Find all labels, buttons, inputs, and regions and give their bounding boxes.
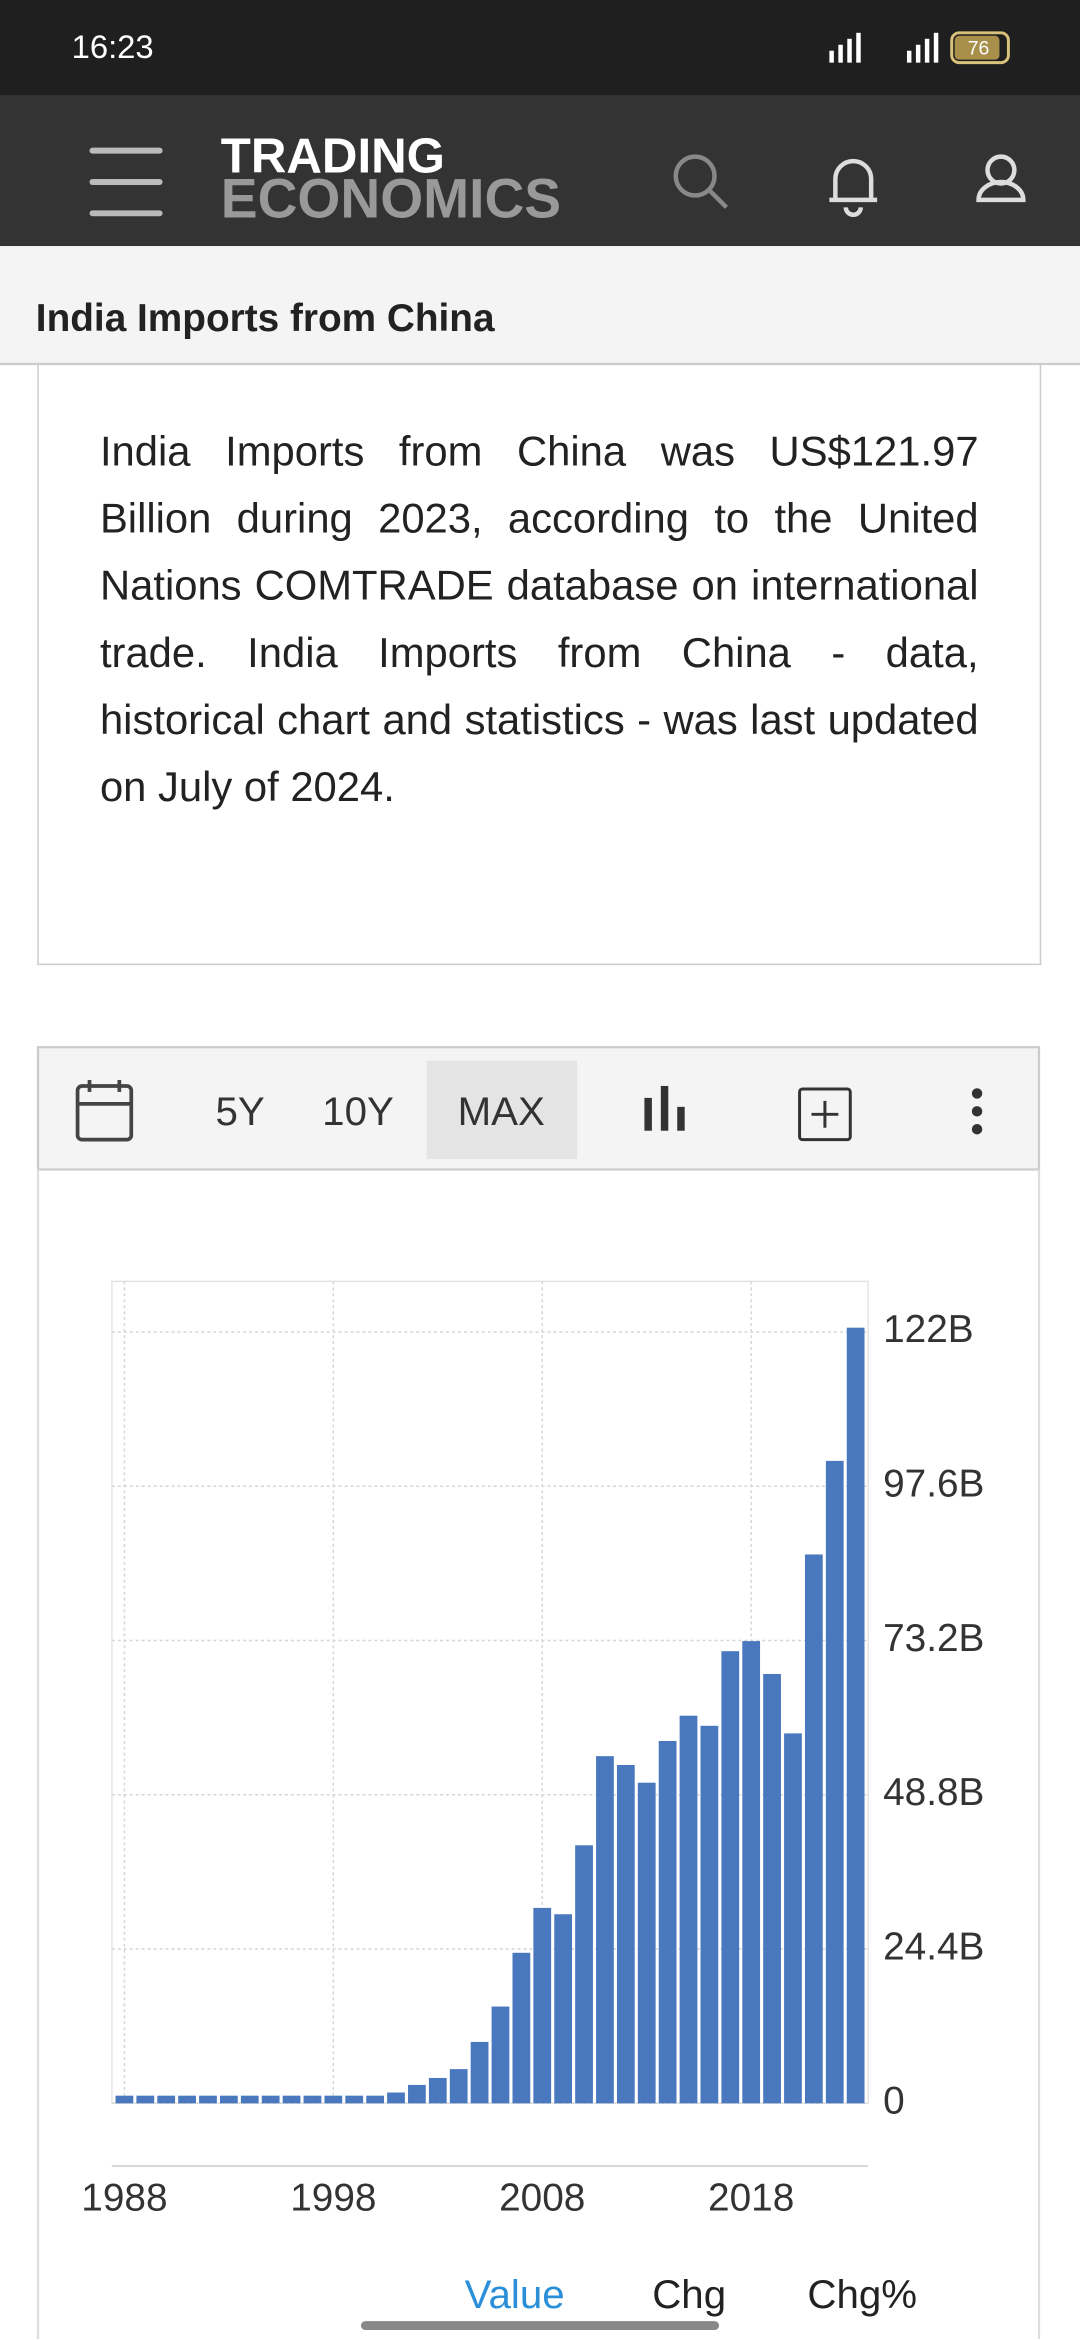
bar	[261, 2095, 280, 2104]
bar	[387, 2092, 405, 2104]
range-button[interactable]: 10Y	[322, 1089, 394, 1134]
title-bar	[0, 246, 1080, 364]
bar	[115, 2095, 134, 2104]
bar	[491, 2006, 510, 2104]
y-tick-label: 73.2B	[883, 1617, 984, 1660]
bar	[616, 1765, 635, 2104]
tabs: Value Chg Chg%	[465, 2272, 917, 2317]
bar	[763, 1673, 781, 2104]
battery-icon	[950, 31, 1010, 65]
search-button[interactable]	[673, 154, 729, 209]
selected-range	[426, 1060, 578, 1160]
brand-line2[interactable]: ECONOMICS	[221, 167, 561, 229]
bar	[324, 2095, 343, 2104]
bar	[470, 2041, 489, 2104]
bar	[136, 2095, 155, 2104]
bar	[219, 2095, 238, 2104]
battery-level: 76	[968, 37, 990, 59]
page-title: India Imports from China	[36, 297, 495, 340]
brand-line1[interactable]: TRADING	[221, 129, 445, 184]
bar	[658, 1740, 677, 2104]
bar	[742, 1641, 761, 2104]
battery-fill	[954, 35, 1000, 60]
y-tick-label: 97.6B	[883, 1462, 984, 1505]
bar	[784, 1733, 802, 2104]
bar	[240, 2095, 259, 2104]
bar	[157, 2095, 176, 2104]
status-time: 16:23	[72, 28, 154, 65]
bar	[846, 1327, 865, 2104]
y-tick-label: 0	[883, 2080, 905, 2123]
notifications-button[interactable]	[829, 158, 878, 217]
bar	[554, 1914, 573, 2104]
bar	[428, 2077, 447, 2104]
y-tick-label: 48.8B	[883, 1771, 984, 1814]
bar	[700, 1725, 719, 2104]
x-tick-label: 1998	[290, 2177, 376, 2220]
y-tick-label: 122B	[883, 1308, 974, 1351]
header	[0, 95, 1080, 247]
bar	[178, 2095, 196, 2104]
x-tick-label: 1988	[81, 2177, 167, 2220]
tab[interactable]: Chg	[652, 2272, 726, 2317]
toolbar-buttons: 5Y 10Y MAX	[216, 1060, 578, 1160]
account-button[interactable]	[976, 154, 1026, 203]
summary: India Imports from China was US$121.97 B…	[37, 363, 1042, 966]
range-button[interactable]: MAX	[458, 1089, 545, 1134]
bar	[679, 1715, 698, 2104]
bar	[199, 2095, 217, 2104]
bar	[366, 2095, 384, 2104]
status-bar	[0, 0, 1080, 96]
bar	[596, 1756, 614, 2104]
tab[interactable]: Chg%	[807, 2272, 917, 2317]
y-tick-label: 24.4B	[883, 1925, 984, 1968]
bar	[637, 1782, 656, 2104]
more-button[interactable]	[971, 1088, 983, 1135]
bar	[408, 2084, 426, 2104]
bar	[533, 1907, 552, 2104]
range-button[interactable]: 5Y	[216, 1089, 265, 1134]
bar	[512, 1952, 531, 2104]
tab[interactable]: Value	[465, 2272, 565, 2317]
bar	[804, 1554, 823, 2104]
home-indicator	[360, 2321, 720, 2331]
compare-button[interactable]	[798, 1087, 852, 1142]
x-tick-label: 2008	[499, 2177, 585, 2220]
x-tick-label: 2018	[708, 2177, 794, 2220]
bar	[282, 2095, 301, 2104]
bar	[345, 2095, 364, 2104]
chart: 0 24.4B 48.8B 73.2B 97.6B 122B 1988 1998 2008 201…	[81, 1280, 984, 2220]
signal-icons	[829, 32, 939, 63]
bar	[721, 1651, 740, 2104]
bar	[303, 2095, 322, 2104]
menu-button[interactable]	[89, 147, 163, 217]
bar	[575, 1845, 593, 2104]
bar	[825, 1460, 844, 2104]
chart-type-button[interactable]	[644, 1085, 685, 1131]
bar	[449, 2069, 468, 2104]
calendar-button[interactable]	[75, 1079, 134, 1142]
